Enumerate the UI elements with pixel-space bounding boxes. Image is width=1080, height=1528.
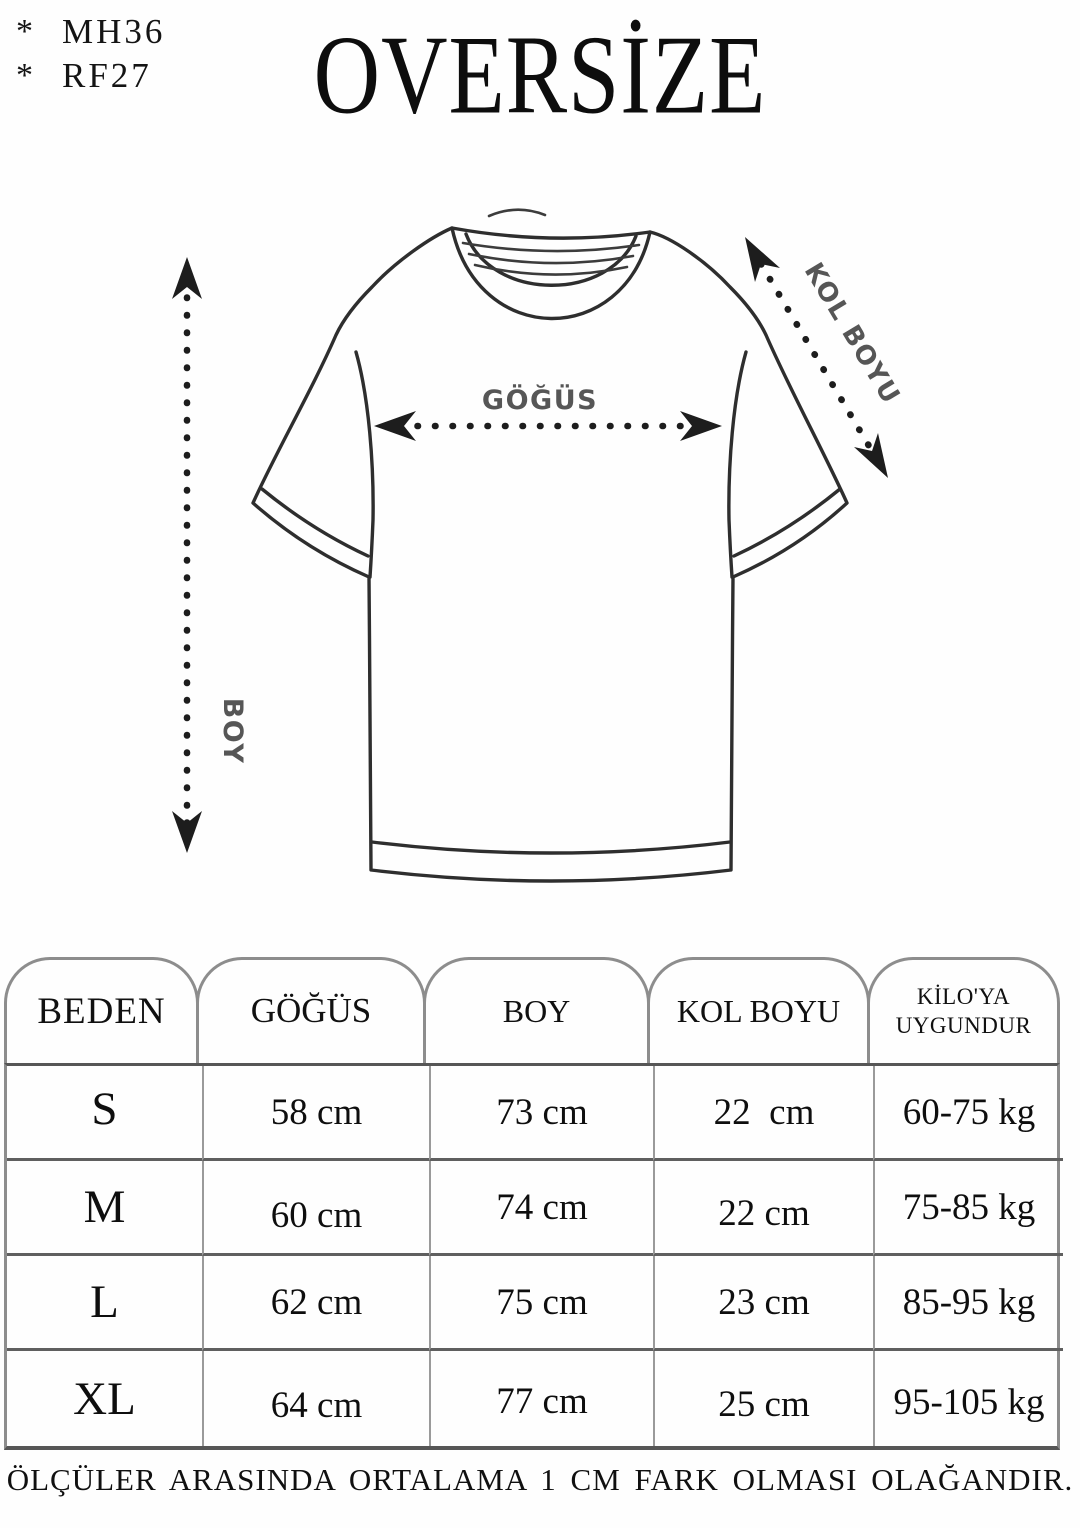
table-cell: 73 cm: [429, 1066, 653, 1161]
table-cell: 62 cm: [202, 1256, 429, 1351]
table-cell: 74 cm: [429, 1161, 653, 1256]
table-cell: 64 cm: [202, 1351, 429, 1446]
left-side-seam: [354, 350, 375, 579]
product-code-line: * MH36: [16, 10, 165, 54]
collar-rib-line: [473, 263, 629, 276]
header-gogus: GÖĞÜS: [196, 957, 426, 1063]
arrow-down-right-icon: [854, 433, 888, 478]
table-cell: 25 cm: [653, 1351, 873, 1446]
size-table-header: BEDEN GÖĞÜS BOY KOL BOYU KİLO'YA UYGUNDU…: [4, 957, 1060, 1063]
table-cell: 77 cm: [429, 1351, 653, 1446]
table-cell: 22 cm: [653, 1066, 873, 1161]
left-cuff-line: [260, 487, 370, 558]
table-cell: 75 cm: [429, 1256, 653, 1351]
product-codes: * MH36 * RF27: [16, 10, 165, 98]
size-table-body: S 58 cm 73 cm 22 cm 60-75 kg M 60 cm 74 …: [4, 1063, 1063, 1450]
sleeve-arrow-dotted-line: [757, 260, 873, 450]
header-kilo: KİLO'YA UYGUNDUR: [867, 957, 1060, 1063]
chest-arrow: GÖĞÜS: [374, 383, 722, 441]
table-cell: M: [7, 1161, 202, 1256]
chest-label: GÖĞÜS: [482, 383, 598, 416]
table-cell: 22 cm: [653, 1161, 873, 1256]
arrow-up-right-icon: [745, 237, 780, 282]
product-code-line: * RF27: [16, 54, 165, 98]
asterisk-marker: *: [16, 13, 33, 50]
table-cell: 60-75 kg: [873, 1066, 1063, 1161]
tshirt-measurement-diagram: BOY GÖĞÜS KOL BOYU: [172, 208, 906, 883]
arrow-left-icon: [374, 411, 416, 441]
collar-rib-line: [461, 241, 641, 253]
collar-rib-line: [467, 252, 635, 265]
page-title-text: OVERSİZE: [313, 12, 767, 137]
table-cell: 23 cm: [653, 1256, 873, 1351]
sleeve-label: KOL BOYU: [798, 258, 906, 410]
header-kol-boyu: KOL BOYU: [647, 957, 870, 1063]
collar-outer-curve: [450, 226, 652, 321]
asterisk-marker: *: [16, 57, 33, 94]
right-side-seam: [727, 350, 748, 579]
arrow-right-icon: [680, 411, 722, 441]
table-cell: 75-85 kg: [873, 1161, 1063, 1256]
header-boy: BOY: [423, 957, 650, 1063]
table-cell: 95-105 kg: [873, 1351, 1063, 1446]
arrow-down-icon: [172, 811, 202, 853]
arrow-up-icon: [172, 257, 202, 299]
length-arrow: BOY: [172, 257, 248, 853]
tolerance-note: ÖLÇÜLER ARASINDA ORTALAMA 1 CM FARK OLMA…: [6, 1462, 1074, 1497]
size-table: BEDEN GÖĞÜS BOY KOL BOYU KİLO'YA UYGUNDU…: [4, 957, 1063, 1450]
hem-line: [370, 840, 732, 855]
hanger-loop: [487, 208, 547, 218]
table-cell: XL: [73, 1372, 136, 1425]
tshirt-drawing: [251, 208, 849, 883]
page-title: OVERSİZE: [0, 10, 1080, 136]
table-cell: 60 cm: [202, 1161, 429, 1256]
table-cell: S: [7, 1066, 202, 1161]
table-cell: L: [7, 1256, 202, 1351]
right-cuff-line: [732, 487, 842, 558]
tshirt-outline: [251, 226, 849, 883]
length-label: BOY: [217, 698, 248, 765]
product-code: MH36: [62, 12, 166, 51]
product-code: RF27: [62, 56, 152, 95]
header-beden: BEDEN: [4, 957, 199, 1063]
table-cell: 58 cm: [202, 1066, 429, 1161]
table-cell: 85-95 kg: [873, 1256, 1063, 1351]
